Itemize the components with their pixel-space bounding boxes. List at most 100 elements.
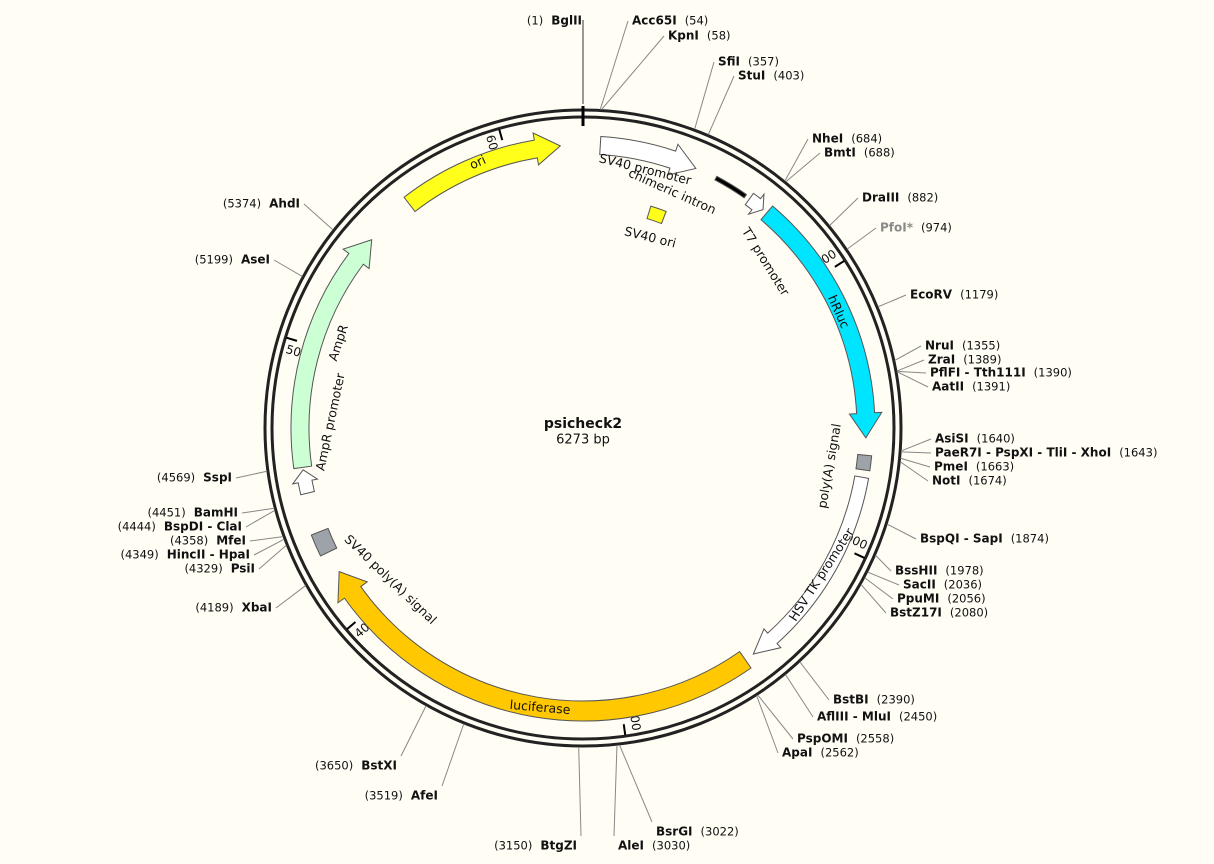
enzyme-name: EcoRV	[910, 288, 953, 302]
enzyme-site: PsiI (4329)	[184, 544, 287, 576]
enzyme-position: (1674)	[969, 474, 1007, 488]
enzyme-leader	[875, 554, 892, 572]
enzyme-leader	[756, 695, 779, 754]
enzyme-site: ZraI (1389)	[896, 353, 1001, 372]
enzyme-position: (1874)	[1011, 532, 1049, 546]
enzyme-position: (58)	[707, 29, 731, 43]
enzyme-leader	[785, 674, 814, 718]
enzyme-position: (2558)	[856, 732, 894, 746]
enzyme-position: (3150)	[494, 839, 532, 853]
enzyme-leader	[896, 370, 927, 374]
enzyme-name: BtgZI	[540, 839, 577, 853]
enzyme-name: AhdI	[269, 197, 300, 211]
enzyme-site: AsiSI (1640)	[900, 432, 1015, 452]
enzyme-leader	[900, 457, 931, 468]
enzyme-name: AleI	[618, 839, 644, 853]
enzyme-position: (1663)	[976, 460, 1014, 474]
enzyme-position: (974)	[921, 221, 952, 235]
enzyme-position: (4444)	[118, 520, 156, 534]
enzyme-leader	[901, 451, 932, 454]
enzyme-site: AfeI (3519)	[365, 723, 465, 803]
feature	[599, 136, 697, 176]
enzyme-position: (3650)	[315, 759, 353, 773]
enzyme-leader	[886, 523, 917, 540]
tick-mark	[498, 129, 504, 141]
feature	[310, 527, 338, 557]
enzyme-leader	[253, 538, 285, 556]
enzyme-position: (403)	[773, 69, 804, 83]
enzyme-position: (4329)	[184, 562, 222, 576]
enzyme-name: BstZ17I	[890, 606, 942, 620]
enzyme-position: (1389)	[963, 353, 1001, 367]
feature-label: HSV TK promoter	[786, 525, 858, 624]
enzyme-position: (688)	[864, 146, 895, 160]
enzyme-position: (3022)	[701, 825, 739, 839]
enzyme-site: XbaI (4189)	[195, 585, 306, 615]
enzyme-position: (5199)	[195, 253, 233, 267]
enzyme-site: BtgZI (3150)	[494, 746, 582, 853]
feature	[855, 453, 873, 472]
enzyme-name: BspQI - SapI	[920, 532, 1003, 546]
enzyme-leader	[864, 577, 894, 600]
enzyme-name: PfoI*	[880, 221, 914, 235]
enzyme-site: AleI (3030)	[613, 745, 690, 853]
enzyme-leader	[896, 359, 925, 372]
enzyme-name: BglII	[551, 14, 582, 28]
enzyme-name: AatII	[932, 380, 964, 394]
enzyme-name: AflIII - MluI	[817, 710, 891, 724]
enzyme-name: AfeI	[411, 789, 438, 803]
enzyme-position: (1)	[527, 14, 543, 28]
enzyme-leader	[578, 746, 582, 837]
tick-mark	[346, 621, 357, 630]
feature	[714, 175, 748, 199]
enzyme-name: DraIII	[862, 191, 899, 205]
feature	[760, 205, 883, 439]
enzyme-leader	[785, 152, 821, 183]
enzyme-site: BspDI - ClaI (4444)	[118, 509, 276, 534]
enzyme-name: NotI	[932, 474, 961, 488]
enzyme-position: (684)	[851, 132, 882, 146]
enzyme-position: (54)	[685, 14, 709, 28]
enzyme-name: SacII	[903, 578, 936, 592]
enzyme-site: PfoI* (974)	[846, 221, 952, 250]
enzyme-position: (882)	[907, 191, 938, 205]
enzyme-site: BssHII (1978)	[875, 554, 984, 578]
enzyme-name: SfiI	[718, 55, 740, 69]
enzyme-site: PmeI (1663)	[900, 457, 1014, 474]
enzyme-name: StuI	[738, 69, 765, 83]
enzyme-leader	[896, 371, 929, 388]
enzyme-site: BstBI (2390)	[799, 661, 915, 707]
enzyme-site: PflFI - Tth111I (1390)	[896, 366, 1072, 380]
enzyme-name: AseI	[241, 253, 270, 267]
enzyme-position: (357)	[748, 55, 779, 69]
enzyme-leader	[303, 203, 334, 231]
enzyme-name: XbaI	[242, 601, 272, 615]
enzyme-position: (1978)	[945, 564, 983, 578]
enzyme-name: PspOMI	[797, 732, 848, 746]
enzyme-position: (1640)	[977, 432, 1015, 446]
enzyme-leader	[694, 61, 715, 130]
enzyme-leader	[275, 585, 306, 609]
enzyme-name: MfeI	[216, 534, 246, 548]
enzyme-position: (2056)	[947, 592, 985, 606]
enzyme-leader	[899, 461, 929, 482]
enzyme-name: AsiSI	[935, 432, 969, 446]
feature-label: ori	[467, 152, 488, 172]
enzyme-site: BamHI (4451)	[147, 506, 275, 520]
enzyme-leader	[900, 438, 932, 452]
enzyme-name: BsrGI	[656, 825, 693, 839]
enzyme-position: (4189)	[195, 601, 233, 615]
enzyme-site: SacII (2036)	[867, 571, 982, 592]
enzyme-site: MfeI (4358)	[170, 534, 284, 548]
enzyme-site: SspI (4569)	[157, 471, 268, 485]
enzyme-position: (1179)	[960, 288, 998, 302]
enzyme-site: StuI (403)	[707, 69, 804, 135]
enzyme-name: KpnI	[668, 29, 699, 43]
enzyme-position: (2390)	[877, 693, 915, 707]
enzyme-leader	[707, 75, 735, 135]
feature	[290, 239, 373, 470]
enzyme-name: BspDI - ClaI	[164, 520, 242, 534]
enzyme-name: BssHII	[895, 564, 937, 578]
enzyme-name: PpuMI	[897, 592, 939, 606]
enzyme-leader	[829, 197, 859, 226]
